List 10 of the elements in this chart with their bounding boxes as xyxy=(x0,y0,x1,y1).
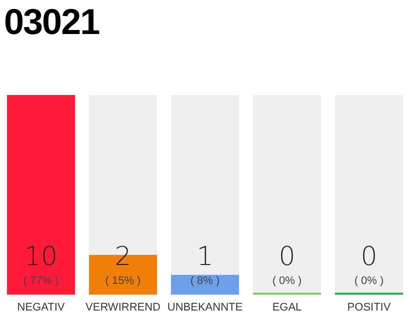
x-tick-label: UNBEKANNTE xyxy=(167,301,243,314)
data-label: 0 ( 0% ) xyxy=(272,242,302,287)
data-label: 10 ( 77% ) xyxy=(23,242,59,287)
x-tick-label: POSITIV xyxy=(347,301,392,314)
data-label: 1 ( 8% ) xyxy=(190,242,220,287)
chart-title: 03021 xyxy=(4,1,100,42)
x-tick-label: EGAL xyxy=(272,301,302,314)
x-tick-label: NEGATIV xyxy=(17,301,66,314)
x-tick-label: VERWIRREND xyxy=(86,301,161,314)
data-label: 0 ( 0% ) xyxy=(354,242,384,287)
